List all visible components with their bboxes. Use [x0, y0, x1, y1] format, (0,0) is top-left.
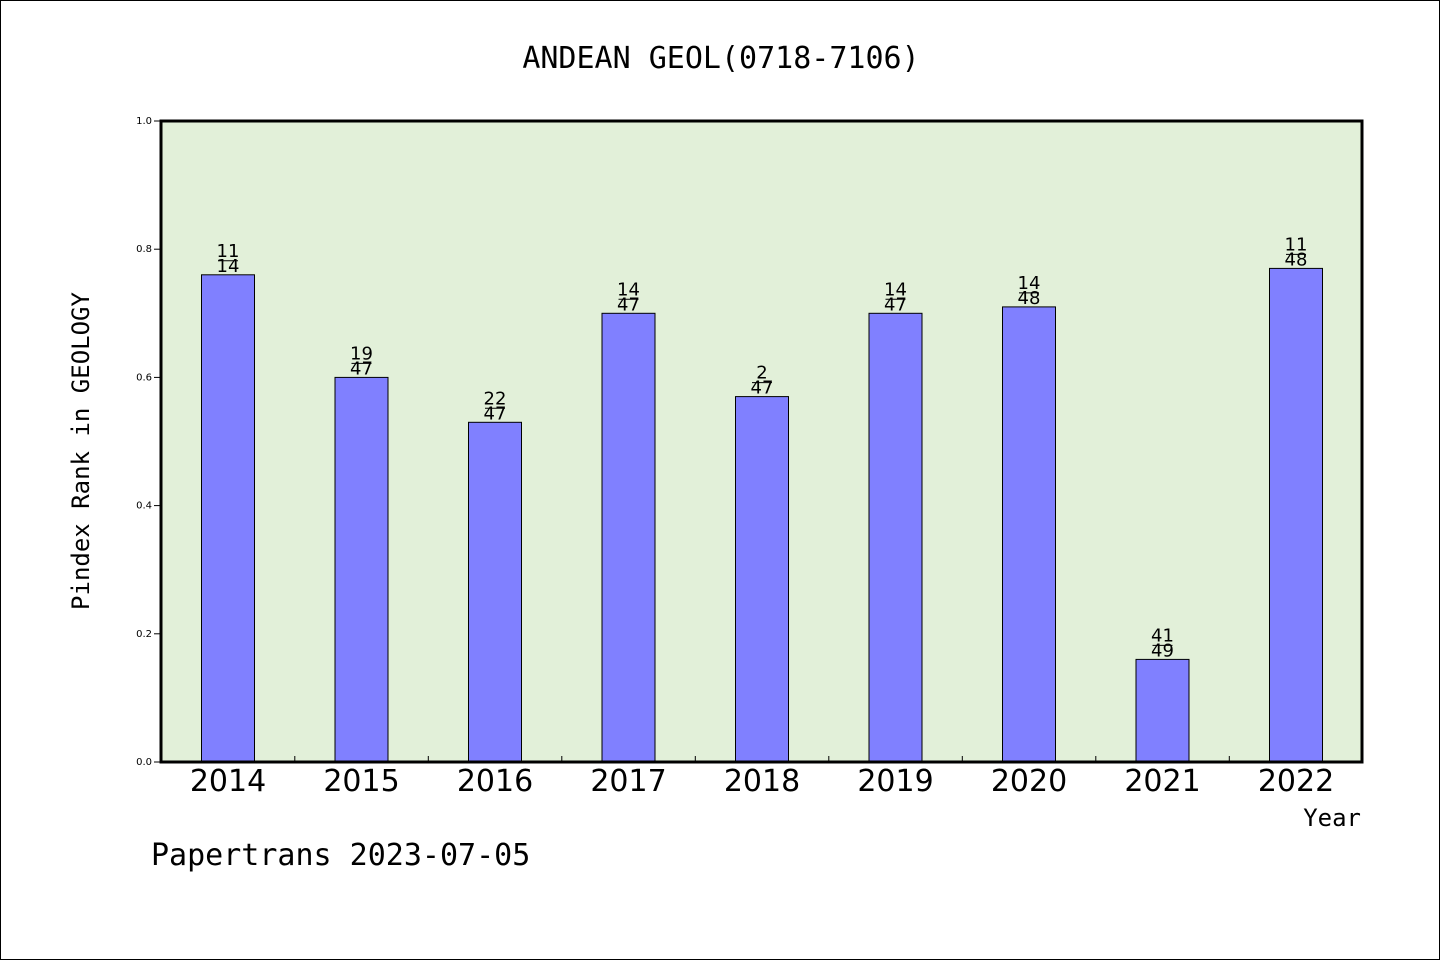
footer-credit: Papertrans 2023-07-05 — [151, 838, 530, 873]
x-tick-label-2017: 2017 — [590, 764, 666, 799]
x-axis-label: Year — [1303, 804, 1361, 832]
x-tick-label-2016: 2016 — [457, 764, 533, 799]
bar-2017 — [601, 312, 656, 763]
bar-total-label-2016: 47 — [484, 403, 507, 424]
y-axis: 0.0 0.2 0.4 0.6 0.8 1.0 — [136, 116, 161, 768]
bar-2021 — [1135, 658, 1190, 763]
x-tick-label-2014: 2014 — [190, 764, 266, 799]
bar-rank-label-2022: 11 — [1285, 234, 1308, 255]
bar-2019 — [868, 312, 923, 763]
plot-frame — [159, 119, 1364, 764]
bar-2016 — [468, 421, 522, 763]
chart-title: ANDEAN GEOL(0718-7106) — [522, 41, 919, 76]
bars-group — [201, 267, 1323, 763]
bar-total-label-2020: 48 — [1018, 288, 1041, 309]
bar-rank-label-2019: 14 — [884, 279, 907, 300]
x-tick-label-2020: 2020 — [991, 764, 1067, 799]
bar-total-label-2019: 47 — [884, 294, 907, 315]
x-tick-label-2019: 2019 — [857, 764, 933, 799]
bar-total-label-2022: 48 — [1285, 249, 1308, 270]
y-tick-label: 1.0 — [136, 116, 152, 127]
x-tick-label-2015: 2015 — [323, 764, 399, 799]
x-axis: 2014 2015 2016 2017 2018 2019 2020 2021 2022 — [190, 756, 1334, 799]
bar-total-label-2015: 47 — [350, 358, 373, 379]
bar-total-label-2021: 49 — [1151, 640, 1174, 661]
bar-rank-label-2018: 2 — [756, 363, 767, 384]
bar-2015 — [334, 376, 389, 763]
bar-rank-label-2014: 11 — [217, 241, 240, 262]
x-tick-label-2022: 2022 — [1258, 764, 1334, 799]
y-tick-label: 0.2 — [136, 629, 152, 640]
bar-total-label-2017: 47 — [617, 294, 640, 315]
bar-rank-label-2017: 14 — [617, 279, 640, 300]
bar-2014 — [201, 274, 255, 763]
bar-total-label-2014: 14 — [217, 256, 240, 277]
y-tick-label: 0.0 — [136, 757, 152, 768]
bar-rank-label-2021: 41 — [1151, 625, 1174, 646]
bar-rank-label-2015: 19 — [350, 343, 373, 364]
bar-2022 — [1269, 267, 1323, 763]
x-tick-label-2021: 2021 — [1124, 764, 1200, 799]
x-tick-label-2018: 2018 — [724, 764, 800, 799]
bar-total-label-2018: 47 — [751, 378, 774, 399]
bar-2018 — [735, 396, 789, 763]
bar-2020 — [1002, 306, 1056, 763]
y-axis-label: Pindex Rank in GEOLOGY — [67, 292, 95, 610]
y-tick-label: 0.6 — [136, 372, 152, 383]
bar-rank-label-2020: 14 — [1018, 273, 1041, 294]
bar-rank-label-2016: 22 — [484, 388, 507, 409]
y-tick-label: 0.4 — [136, 501, 152, 512]
y-tick-label: 0.8 — [136, 244, 152, 255]
